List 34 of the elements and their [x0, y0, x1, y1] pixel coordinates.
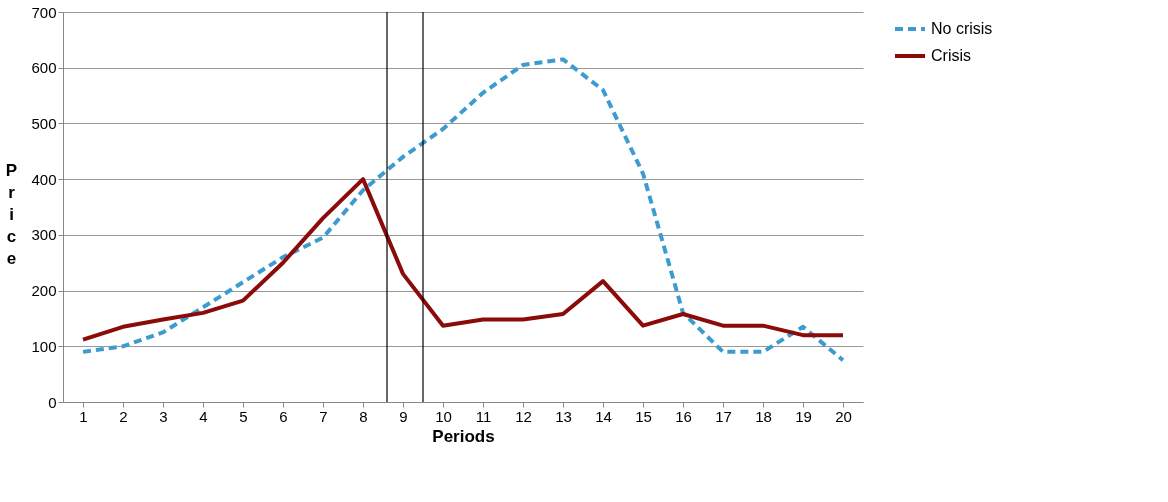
line-series — [81, 57, 845, 363]
x-tick-label: 14 — [595, 407, 612, 425]
y-tick-label: 400 — [31, 170, 57, 188]
x-tick-label: 12 — [515, 407, 532, 425]
x-tick-label: 1 — [79, 407, 88, 425]
x-tick-label: 17 — [715, 407, 732, 425]
legend-label: Crisis — [931, 47, 971, 64]
x-tick-label: 10 — [435, 407, 452, 425]
x-tick-label: 16 — [675, 407, 692, 425]
y-axis-title: Price — [5, 160, 18, 268]
y-tick-label: 500 — [31, 114, 57, 132]
x-axis-title: Periods — [432, 426, 495, 446]
x-tick-label: 9 — [399, 407, 408, 425]
x-tick-label: 5 — [239, 407, 248, 425]
legend-label: No crisis — [931, 20, 993, 37]
x-tick-label: 18 — [755, 407, 772, 425]
x-tick-label: 4 — [199, 407, 208, 425]
y-tick-label: 700 — [31, 3, 57, 21]
x-tick-label: 7 — [319, 407, 328, 425]
x-tick-label: 13 — [555, 407, 572, 425]
x-tick-label: 11 — [475, 407, 492, 425]
x-tick-label: 15 — [635, 407, 652, 425]
x-tick-label: 6 — [279, 407, 288, 425]
y-tick-label: 100 — [31, 337, 57, 355]
y-tick-label: 0 — [48, 393, 57, 411]
x-tick-label: 20 — [835, 407, 852, 425]
x-tick-label: 2 — [119, 407, 128, 425]
y-tick-label: 200 — [31, 282, 57, 300]
x-tick-label: 8 — [359, 407, 368, 425]
line-series — [81, 177, 845, 342]
y-tick-label: 600 — [31, 59, 57, 77]
y-tick-label: 300 — [31, 226, 57, 244]
x-tick-label: 3 — [159, 407, 168, 425]
x-tick-label: 19 — [795, 407, 812, 425]
